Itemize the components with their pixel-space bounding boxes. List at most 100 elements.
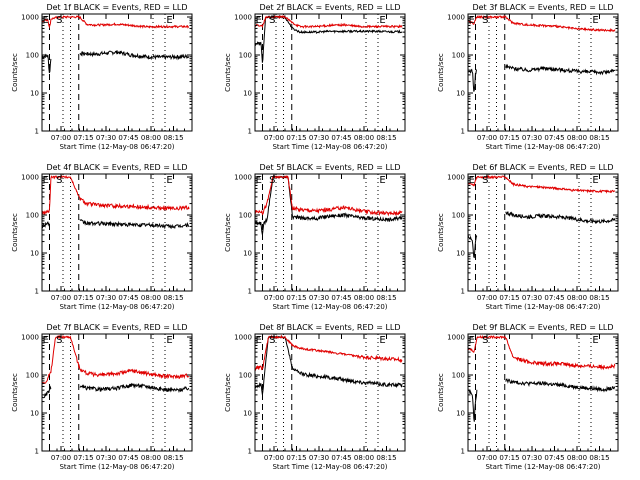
lld-series-line <box>255 334 403 372</box>
y-tick-label: 10 <box>243 250 252 258</box>
x-tick-label: 07:15 <box>73 294 93 302</box>
x-tick-label: 07:15 <box>286 134 306 142</box>
event-marker-label: E <box>43 15 49 26</box>
lld-series-line <box>42 334 190 385</box>
events-series-line <box>42 50 190 74</box>
y-tick-label: 100 <box>26 372 39 380</box>
plot-frame <box>41 13 193 132</box>
lld-series-line <box>255 14 403 29</box>
x-tick-label: 07:30 <box>309 134 329 142</box>
y-tick-label: 10 <box>30 410 39 418</box>
event-marker-label: E <box>379 175 385 186</box>
y-tick-label: 10 <box>456 410 465 418</box>
y-tick-label: 1000 <box>234 14 252 22</box>
x-tick-label: 08:00 <box>354 454 374 462</box>
x-tick-label: 07:45 <box>331 294 351 302</box>
panel-title: Det 9f BLACK = Events, RED = LLD <box>472 323 613 332</box>
panel-4: Det 4f BLACK = Events, RED = LLD 1 10 100 10… <box>11 163 193 311</box>
x-tick-label: 07:00 <box>51 294 71 302</box>
y-tick-label: 100 <box>26 212 39 220</box>
y-tick-label: 1 <box>35 448 39 456</box>
y-axis-label: Counts/sec <box>437 213 445 252</box>
y-axis-label: Counts/sec <box>11 53 19 92</box>
event-marker-label: E <box>379 15 385 26</box>
x-tick-label: 07:15 <box>499 134 519 142</box>
x-axis-label: Start Time (12-May-08 06:47:20) <box>272 463 387 471</box>
x-tick-label: 07:00 <box>264 134 284 142</box>
x-tick-label: 07:15 <box>286 454 306 462</box>
panel-title: Det 7f BLACK = Events, RED = LLD <box>46 323 187 332</box>
event-marker-label: E <box>43 335 49 346</box>
panel-7: Det 7f BLACK = Events, RED = LLD 1 10 100 10… <box>11 323 193 471</box>
x-tick-label: 08:15 <box>589 294 609 302</box>
x-tick-label: 08:00 <box>567 454 587 462</box>
x-tick-label: 07:45 <box>544 454 564 462</box>
y-tick-label: 100 <box>26 52 39 60</box>
y-tick-label: 1000 <box>234 334 252 342</box>
x-axis-label: Start Time (12-May-08 06:47:20) <box>272 143 387 151</box>
x-axis-label: Start Time (12-May-08 06:47:20) <box>59 463 174 471</box>
panel-3: Det 3f BLACK = Events, RED = LLD 1 10 100 10… <box>437 3 619 151</box>
event-marker-label: E <box>256 175 262 186</box>
x-tick-label: 08:00 <box>567 134 587 142</box>
x-tick-label: 07:45 <box>118 294 138 302</box>
event-marker-label: S <box>56 15 62 26</box>
x-axis-label: Start Time (12-May-08 06:47:20) <box>272 303 387 311</box>
x-tick-label: 07:15 <box>73 134 93 142</box>
lld-series-line <box>468 174 616 194</box>
x-tick-label: 07:00 <box>477 134 497 142</box>
y-axis-label: Counts/sec <box>11 373 19 412</box>
y-tick-label: 10 <box>243 410 252 418</box>
y-tick-label: 1 <box>461 448 465 456</box>
x-axis-label: Start Time (12-May-08 06:47:20) <box>485 143 600 151</box>
lld-series-line <box>468 334 616 371</box>
x-tick-label: 07:30 <box>522 134 542 142</box>
x-tick-label: 07:15 <box>73 454 93 462</box>
x-tick-label: 07:00 <box>264 454 284 462</box>
y-tick-label: 10 <box>30 90 39 98</box>
event-marker-label: S <box>269 175 275 186</box>
x-tick-label: 07:00 <box>51 134 71 142</box>
y-tick-label: 10 <box>456 250 465 258</box>
y-tick-label: 1000 <box>234 174 252 182</box>
y-axis-label: Counts/sec <box>224 213 232 252</box>
events-series-line <box>42 382 190 399</box>
y-axis-label: Counts/sec <box>11 213 19 252</box>
y-tick-label: 100 <box>239 372 252 380</box>
y-tick-label: 1000 <box>21 334 39 342</box>
panel-6: Det 6f BLACK = Events, RED = LLD 1 10 100 10… <box>437 163 619 311</box>
y-tick-label: 100 <box>239 52 252 60</box>
x-tick-label: 07:00 <box>51 454 71 462</box>
event-marker-label: S <box>482 175 488 186</box>
y-tick-label: 10 <box>243 90 252 98</box>
y-tick-label: 1000 <box>21 14 39 22</box>
event-marker-label: E <box>256 15 262 26</box>
event-marker-label: E <box>43 175 49 186</box>
x-tick-label: 08:00 <box>354 134 374 142</box>
x-tick-label: 07:30 <box>96 294 116 302</box>
plot-frame <box>254 173 406 292</box>
y-tick-label: 100 <box>452 372 465 380</box>
event-marker-label: E <box>379 335 385 346</box>
event-marker-label: E <box>469 335 475 346</box>
panel-2: Det 2f BLACK = Events, RED = LLD 1 10 100 10… <box>224 3 406 151</box>
panel-5: Det 5f BLACK = Events, RED = LLD 1 10 100 10… <box>224 163 406 311</box>
x-tick-label: 08:00 <box>354 294 374 302</box>
y-tick-label: 1 <box>35 288 39 296</box>
y-tick-label: 1 <box>248 448 252 456</box>
x-tick-label: 07:30 <box>309 454 329 462</box>
y-axis-label: Counts/sec <box>437 53 445 92</box>
y-axis-label: Counts/sec <box>224 53 232 92</box>
y-tick-label: 1 <box>248 128 252 136</box>
panel-8: Det 8f BLACK = Events, RED = LLD 1 10 100 10… <box>224 323 406 471</box>
x-tick-label: 08:15 <box>163 454 183 462</box>
event-marker-label: S <box>269 335 275 346</box>
x-tick-label: 07:45 <box>118 134 138 142</box>
x-tick-label: 07:00 <box>477 294 497 302</box>
event-marker-label: E <box>469 175 475 186</box>
event-marker-label: E <box>592 335 598 346</box>
x-tick-label: 07:30 <box>96 454 116 462</box>
events-series-line <box>468 378 616 422</box>
x-tick-label: 07:30 <box>522 294 542 302</box>
